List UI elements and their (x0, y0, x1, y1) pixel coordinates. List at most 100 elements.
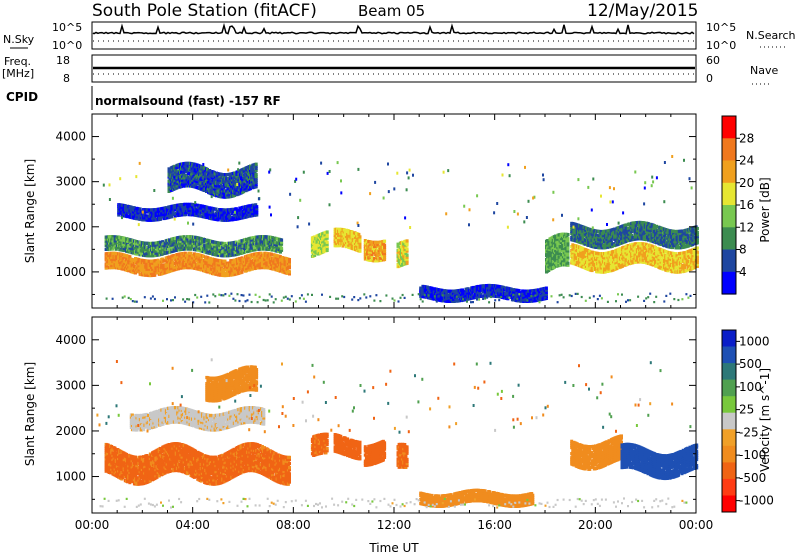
power-cell (383, 249, 387, 253)
power-cell (263, 239, 267, 243)
beam-label: Beam 05 (358, 2, 425, 20)
power-cell (206, 167, 209, 172)
power-cell (226, 193, 230, 197)
power-cell (113, 235, 117, 239)
power-cell (174, 242, 178, 246)
power-cell (150, 210, 153, 214)
power-cell (122, 236, 126, 240)
power-cell (255, 260, 259, 264)
power-cell (265, 264, 269, 268)
power-cell (251, 261, 255, 265)
power-cell (341, 244, 345, 248)
power-cell (219, 273, 222, 277)
power-cell (128, 267, 132, 271)
power-cell (117, 245, 120, 249)
power-cell (254, 174, 258, 179)
power-cell (137, 270, 141, 274)
power-cell (221, 267, 225, 271)
power-cell (280, 240, 284, 244)
power-cell (136, 246, 140, 250)
power-cell (240, 172, 243, 176)
power-cell (245, 237, 248, 242)
power-cell (272, 267, 276, 271)
power-cell (185, 261, 188, 266)
power-cell (268, 237, 272, 241)
power-cell (273, 265, 277, 269)
nsearch-label: N.Search (746, 29, 796, 42)
power-cell (134, 210, 138, 214)
power-cell (153, 269, 157, 273)
power-cell (350, 232, 354, 236)
nsky-top-tick: 10^5 (52, 21, 82, 34)
power-cell (182, 247, 186, 251)
power-cell (224, 216, 228, 220)
power-cell (114, 258, 118, 262)
power-cell (376, 255, 380, 259)
power-cell (267, 247, 271, 251)
power-cell (288, 270, 291, 274)
power-cell (190, 213, 194, 217)
power-cell (165, 262, 169, 266)
power-cell (260, 261, 264, 266)
power-cell (187, 241, 191, 245)
power-cell (383, 255, 387, 260)
power-cell (544, 286, 548, 290)
power-cell (128, 259, 132, 263)
power-cell (120, 238, 124, 242)
power-cell (161, 265, 165, 269)
power-cell (340, 240, 344, 244)
power-cell (184, 202, 187, 207)
power-cell (189, 247, 193, 251)
power-cell (203, 238, 207, 242)
power-cell (224, 175, 228, 179)
power-cell (251, 211, 255, 215)
power-cell (325, 248, 329, 252)
power-cell (117, 211, 121, 215)
power-cell (230, 178, 234, 182)
power-cell (164, 243, 168, 247)
power-cell (190, 245, 194, 249)
power-cell (207, 247, 211, 251)
power-cell (268, 241, 272, 246)
power-cell (143, 243, 147, 247)
power-cell (174, 248, 178, 252)
power-cell (171, 264, 175, 268)
power-cell (344, 230, 348, 234)
power-cell (151, 212, 155, 216)
power-cell (164, 266, 168, 270)
power-cell (254, 247, 258, 252)
power-cell (137, 258, 141, 262)
power-cell (228, 214, 232, 218)
power-cell (199, 264, 203, 268)
power-cell (259, 241, 263, 245)
power-cell (249, 259, 253, 263)
power-cell (144, 249, 148, 254)
power-cell (153, 273, 157, 277)
power-cell (233, 268, 237, 272)
power-cell (201, 210, 204, 214)
power-cell (106, 243, 110, 247)
power-cell (269, 262, 273, 267)
power-cell (206, 256, 210, 260)
power-cell (199, 206, 203, 210)
power-cell (216, 218, 220, 222)
power-cell (325, 244, 329, 248)
power-cell (240, 270, 244, 274)
power-cell (133, 206, 136, 210)
power-cell (152, 265, 156, 269)
power-cell (115, 241, 119, 245)
power-cell (322, 247, 326, 252)
power-cell (358, 243, 362, 247)
power-cell (170, 258, 174, 262)
power-cell (396, 244, 400, 248)
power-cell (131, 266, 135, 270)
power-cell (383, 251, 387, 256)
power-cell (340, 238, 344, 242)
power-cell (254, 203, 258, 207)
power-cell (161, 252, 165, 256)
power-cell (256, 243, 260, 247)
power-cell (219, 176, 223, 181)
power-cell (381, 241, 385, 246)
power-cell (160, 246, 164, 250)
power-cell (325, 234, 329, 238)
